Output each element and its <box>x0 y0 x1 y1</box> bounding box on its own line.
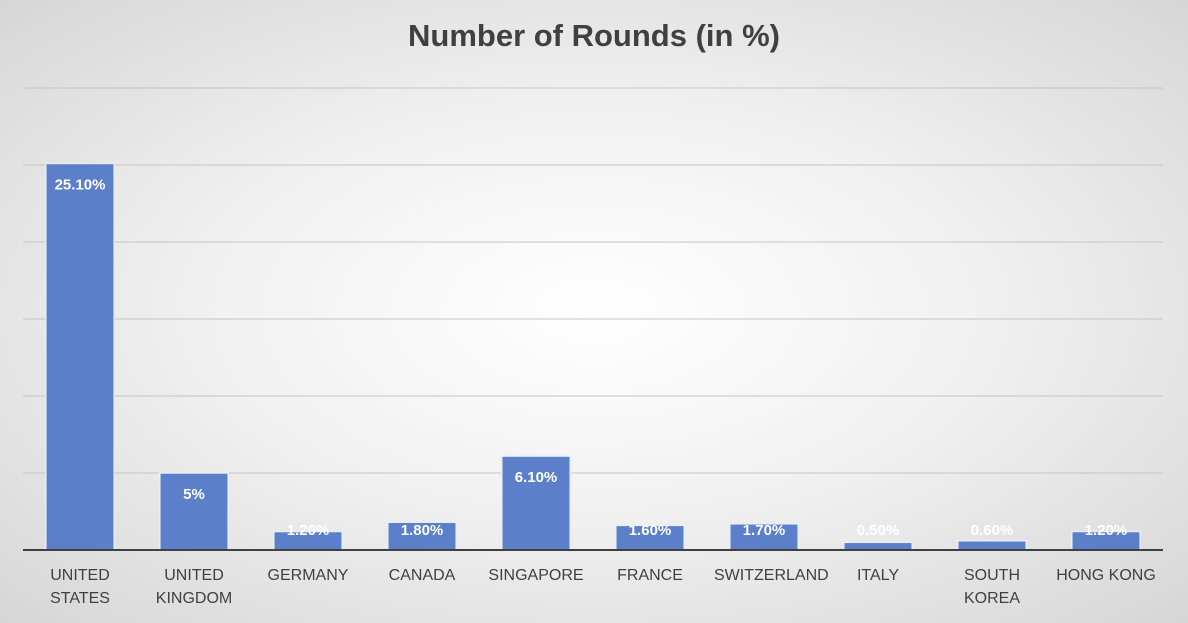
x-tick-label: GERMANY <box>267 567 349 584</box>
value-label: 0.60% <box>971 522 1014 539</box>
value-label: 25.10% <box>55 176 106 193</box>
x-tick-label: CANADA <box>388 567 456 584</box>
bar <box>843 541 913 551</box>
x-tick-label: SINGAPORE <box>488 567 584 584</box>
value-label: 1.70% <box>743 522 786 539</box>
bar <box>615 524 685 551</box>
bar <box>159 472 229 551</box>
bar <box>957 540 1027 551</box>
bar <box>387 521 457 551</box>
x-tick-label: HONG KONG <box>1056 567 1156 584</box>
value-label: 1.20% <box>1085 522 1128 539</box>
x-tick-label: SWITZERLAND <box>714 567 829 584</box>
x-tick-label: SOUTH KOREA <box>963 567 1020 607</box>
chart-title: Number of Rounds (in %) <box>408 18 780 53</box>
value-label: 1.80% <box>401 522 444 539</box>
x-tick-label: UNITED KINGDOM <box>155 567 233 607</box>
value-label: 1.20% <box>287 522 330 539</box>
x-tick-label: FRANCE <box>617 567 683 584</box>
value-label: 6.10% <box>515 469 558 486</box>
value-label: 1.60% <box>629 522 672 539</box>
x-tick-label: ITALY <box>856 567 900 584</box>
value-label: 5% <box>183 486 205 503</box>
bar <box>45 162 115 551</box>
x-tick-label: UNITED STATES <box>50 567 110 607</box>
value-label: 0.50% <box>857 522 900 539</box>
